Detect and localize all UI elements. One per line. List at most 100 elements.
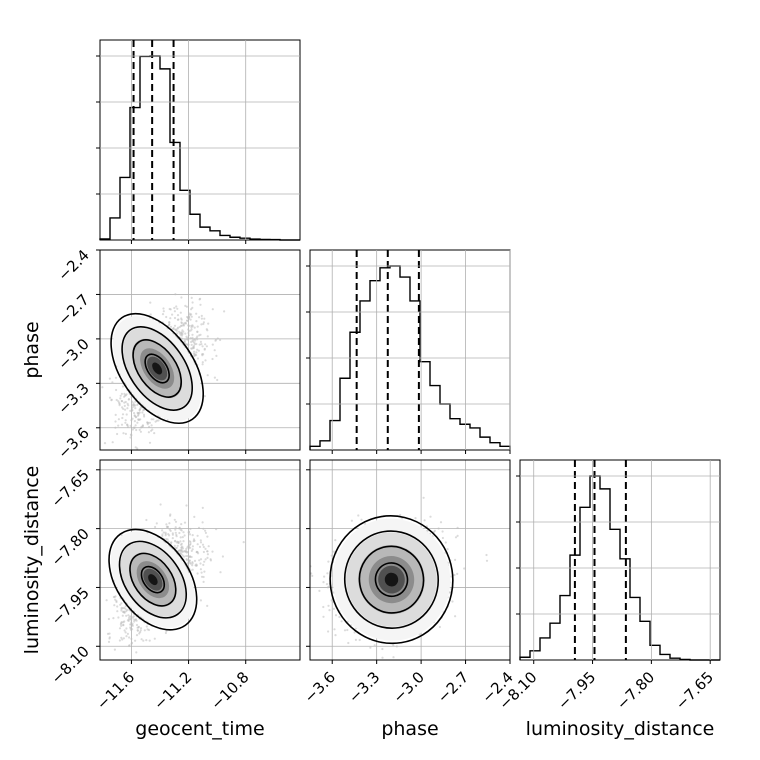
scatter-point <box>185 558 188 561</box>
scatter-point <box>211 357 214 361</box>
scatter-point <box>192 338 195 341</box>
scatter-point <box>168 323 171 326</box>
scatter-point <box>180 296 183 299</box>
scatter-point <box>186 338 189 341</box>
scatter-point <box>178 526 181 529</box>
scatter-point <box>177 541 180 545</box>
scatter-point <box>202 545 205 549</box>
scatter-point <box>196 572 199 575</box>
scatter-point <box>202 580 205 584</box>
scatter-point <box>169 317 172 320</box>
scatter-point <box>453 573 456 577</box>
scatter-point <box>148 441 152 444</box>
scatter-point <box>214 339 217 342</box>
scatter-point <box>120 423 124 426</box>
scatter-point <box>112 595 115 599</box>
scatter-point <box>191 548 194 551</box>
scatter-point <box>168 321 171 324</box>
scatter-point <box>129 409 132 412</box>
scatter-point <box>121 406 124 409</box>
scatter-point <box>114 376 118 379</box>
scatter-point <box>129 623 132 626</box>
scatter-point <box>120 399 123 403</box>
scatter-point <box>332 550 335 553</box>
scatter-point <box>166 525 169 529</box>
scatter-point <box>133 412 136 415</box>
scatter-point <box>211 308 214 311</box>
scatter-point <box>199 599 202 602</box>
scatter-point <box>188 540 191 543</box>
scatter-point <box>174 293 177 296</box>
scatter-point <box>114 420 117 423</box>
scatter-point <box>181 332 184 336</box>
scatter-point <box>164 631 167 635</box>
scatter-point <box>191 333 194 336</box>
scatter-point <box>130 637 133 641</box>
scatter-point <box>195 551 198 554</box>
scatter-point <box>202 527 205 530</box>
scatter-point <box>201 361 204 364</box>
scatter-point <box>182 324 185 327</box>
scatter-point <box>196 357 200 360</box>
scatter-point <box>162 310 165 313</box>
scatter-point <box>328 609 331 612</box>
scatter-point <box>128 644 131 647</box>
scatter-point <box>142 413 146 416</box>
scatter-point <box>199 539 202 542</box>
scatter-point <box>201 543 205 546</box>
scatter-point <box>117 418 120 421</box>
scatter-point <box>213 376 216 379</box>
scatter-point <box>145 639 148 642</box>
scatter-point <box>198 298 201 301</box>
scatter-point <box>126 619 129 622</box>
scatter-point <box>332 607 335 611</box>
scatter-point <box>322 581 325 584</box>
scatter-point <box>122 432 125 435</box>
scatter-point <box>118 627 122 630</box>
contour-line <box>129 552 177 607</box>
scatter-point <box>189 542 192 546</box>
scatter-point <box>125 635 128 638</box>
scatter-point <box>360 518 363 521</box>
scatter-point <box>149 313 152 316</box>
panel-frame <box>99 39 301 241</box>
scatter-point <box>179 543 183 546</box>
scatter-point <box>322 605 325 609</box>
scatter-point <box>186 546 189 549</box>
scatter-point <box>138 418 141 421</box>
scatter-point <box>193 343 196 346</box>
scatter-point <box>174 520 178 523</box>
histogram-step-line <box>519 475 720 661</box>
density-level <box>152 362 163 375</box>
scatter-point <box>138 408 141 411</box>
scatter-point <box>187 317 190 320</box>
scatter-point <box>130 642 133 645</box>
scatter-point <box>242 541 245 544</box>
scatter-point <box>199 340 202 343</box>
scatter-point <box>203 560 206 563</box>
scatter-point <box>118 404 121 407</box>
scatter-point <box>369 646 372 649</box>
scatter-point <box>202 353 205 356</box>
scatter-point <box>135 634 139 637</box>
scatter-point <box>186 554 190 558</box>
scatter-point <box>196 348 199 351</box>
scatter-point <box>153 432 156 435</box>
scatter-point <box>129 424 132 427</box>
scatter-point <box>174 531 177 534</box>
scatter-point <box>130 621 133 624</box>
scatter-point <box>133 620 136 623</box>
scatter-point <box>120 451 122 453</box>
scatter-point <box>193 559 197 563</box>
scatter-point <box>180 552 183 556</box>
scatter-point <box>120 624 123 628</box>
scatter-point <box>118 401 121 404</box>
scatter-point <box>180 523 183 526</box>
scatter-point <box>126 632 129 636</box>
scatter-point <box>129 436 132 439</box>
scatter-point <box>184 550 187 553</box>
scatter-point <box>187 331 190 335</box>
scatter-point <box>126 425 129 428</box>
scatter-point <box>176 327 179 330</box>
scatter-point <box>117 616 120 619</box>
